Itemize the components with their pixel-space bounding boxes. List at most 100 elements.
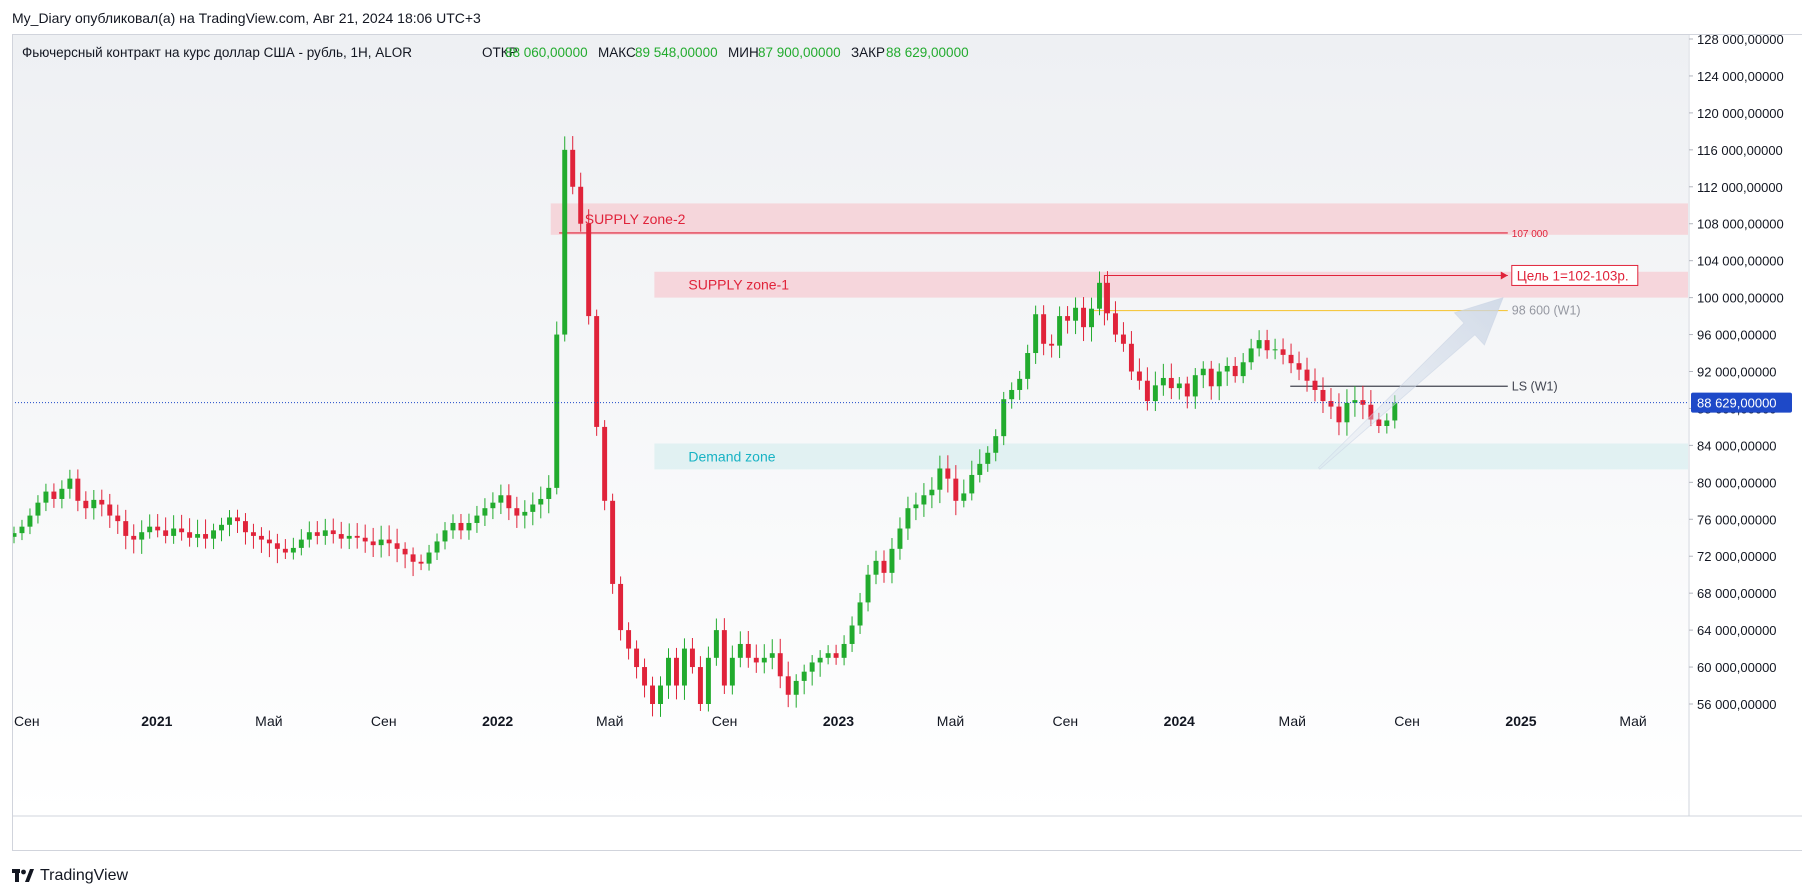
candle[interactable] [187,518,193,547]
candle[interactable] [1136,358,1142,390]
candle[interactable] [1232,357,1238,383]
candle[interactable] [370,527,376,558]
candle[interactable] [1168,363,1174,400]
candle[interactable] [1200,361,1206,389]
candle[interactable] [474,505,480,533]
candle[interactable] [522,500,528,529]
candle[interactable] [658,676,663,717]
candle[interactable] [650,676,656,717]
candle[interactable] [1264,329,1270,359]
candle[interactable] [929,477,935,509]
candle[interactable] [1296,351,1302,381]
candle[interactable] [610,493,616,594]
candle[interactable] [19,519,25,541]
candle[interactable] [1081,297,1087,342]
candle[interactable] [67,469,73,499]
candle[interactable] [1073,297,1079,335]
candle[interactable] [689,638,695,674]
candle[interactable] [634,640,640,679]
price-axis[interactable]: 128 000,00000 124 000,00000 120 000,00000 1… [1689,32,1792,712]
candle[interactable] [913,492,919,521]
candle[interactable] [1057,306,1063,359]
candle[interactable] [1033,305,1039,364]
candle[interactable] [666,648,671,699]
candle[interactable] [769,639,775,670]
candle[interactable] [1384,413,1390,434]
candle[interactable] [258,527,264,553]
current-price-badge[interactable] [1691,392,1792,413]
candle[interactable] [777,638,783,689]
candle[interactable] [282,539,288,560]
candle[interactable] [1089,297,1094,342]
candle[interactable] [1160,363,1166,396]
candle[interactable] [418,554,424,571]
candle[interactable] [498,484,504,515]
candle[interactable] [1336,393,1342,436]
chart-area[interactable]: SUPPLY zone-2 SUPPLY zone-1 Demand zone 10… [11,32,1802,851]
candle[interactable] [785,661,791,708]
candle[interactable] [865,564,871,612]
candle[interactable] [99,489,105,517]
candle[interactable] [11,526,17,544]
candle[interactable] [817,650,823,677]
candle[interactable] [1304,357,1310,392]
candle[interactable] [466,513,472,540]
demand-zone-rect[interactable] [654,443,1688,470]
candle[interactable] [1280,338,1286,365]
candle[interactable] [410,547,416,577]
candle[interactable] [386,525,392,557]
candle[interactable] [442,522,448,550]
candle[interactable] [618,576,624,641]
candle[interactable] [1120,322,1126,352]
candle[interactable] [131,524,137,554]
candle[interactable] [227,510,232,537]
candle[interactable] [450,514,456,539]
candle[interactable] [490,492,496,520]
candle[interactable] [434,533,440,560]
candle[interactable] [793,674,799,708]
projection-arrow[interactable] [1317,296,1504,470]
candle[interactable] [626,622,632,660]
candle[interactable] [681,638,687,700]
candle[interactable] [1065,306,1071,334]
candle[interactable] [1208,360,1214,400]
candle[interactable] [1224,357,1230,386]
candle[interactable] [306,521,312,548]
candle[interactable] [1344,389,1350,436]
candle[interactable] [1105,271,1110,321]
candle[interactable] [1128,331,1134,380]
candle[interactable] [985,446,991,472]
candle[interactable] [642,658,648,698]
candle[interactable] [905,496,911,540]
candle[interactable] [219,517,224,542]
candle[interactable] [578,172,584,232]
candle[interactable] [1256,330,1262,357]
candle[interactable] [753,644,759,673]
candle[interactable] [1320,377,1326,413]
candle[interactable] [1352,386,1358,417]
candle[interactable] [1112,301,1118,343]
candle[interactable] [59,480,65,509]
candle[interactable] [274,533,280,564]
candle[interactable] [1328,388,1334,420]
candle[interactable] [211,523,217,550]
target-line[interactable] [1103,274,1508,326]
candle[interactable] [290,537,296,560]
candle[interactable] [530,492,536,526]
candle[interactable] [849,616,855,652]
candle[interactable] [378,525,384,558]
candle[interactable] [570,136,576,195]
candle[interactable] [745,630,751,668]
candle[interactable] [921,483,927,517]
candle[interactable] [242,513,248,545]
candle[interactable] [554,321,560,495]
candle[interactable] [1312,368,1318,402]
candle[interactable] [1192,368,1198,409]
candle[interactable] [163,517,169,544]
candle[interactable] [394,528,400,563]
candle[interactable] [322,518,328,545]
candle[interactable] [945,455,951,493]
candle[interactable] [35,495,41,524]
candle[interactable] [809,655,815,686]
candle[interactable] [953,465,959,516]
